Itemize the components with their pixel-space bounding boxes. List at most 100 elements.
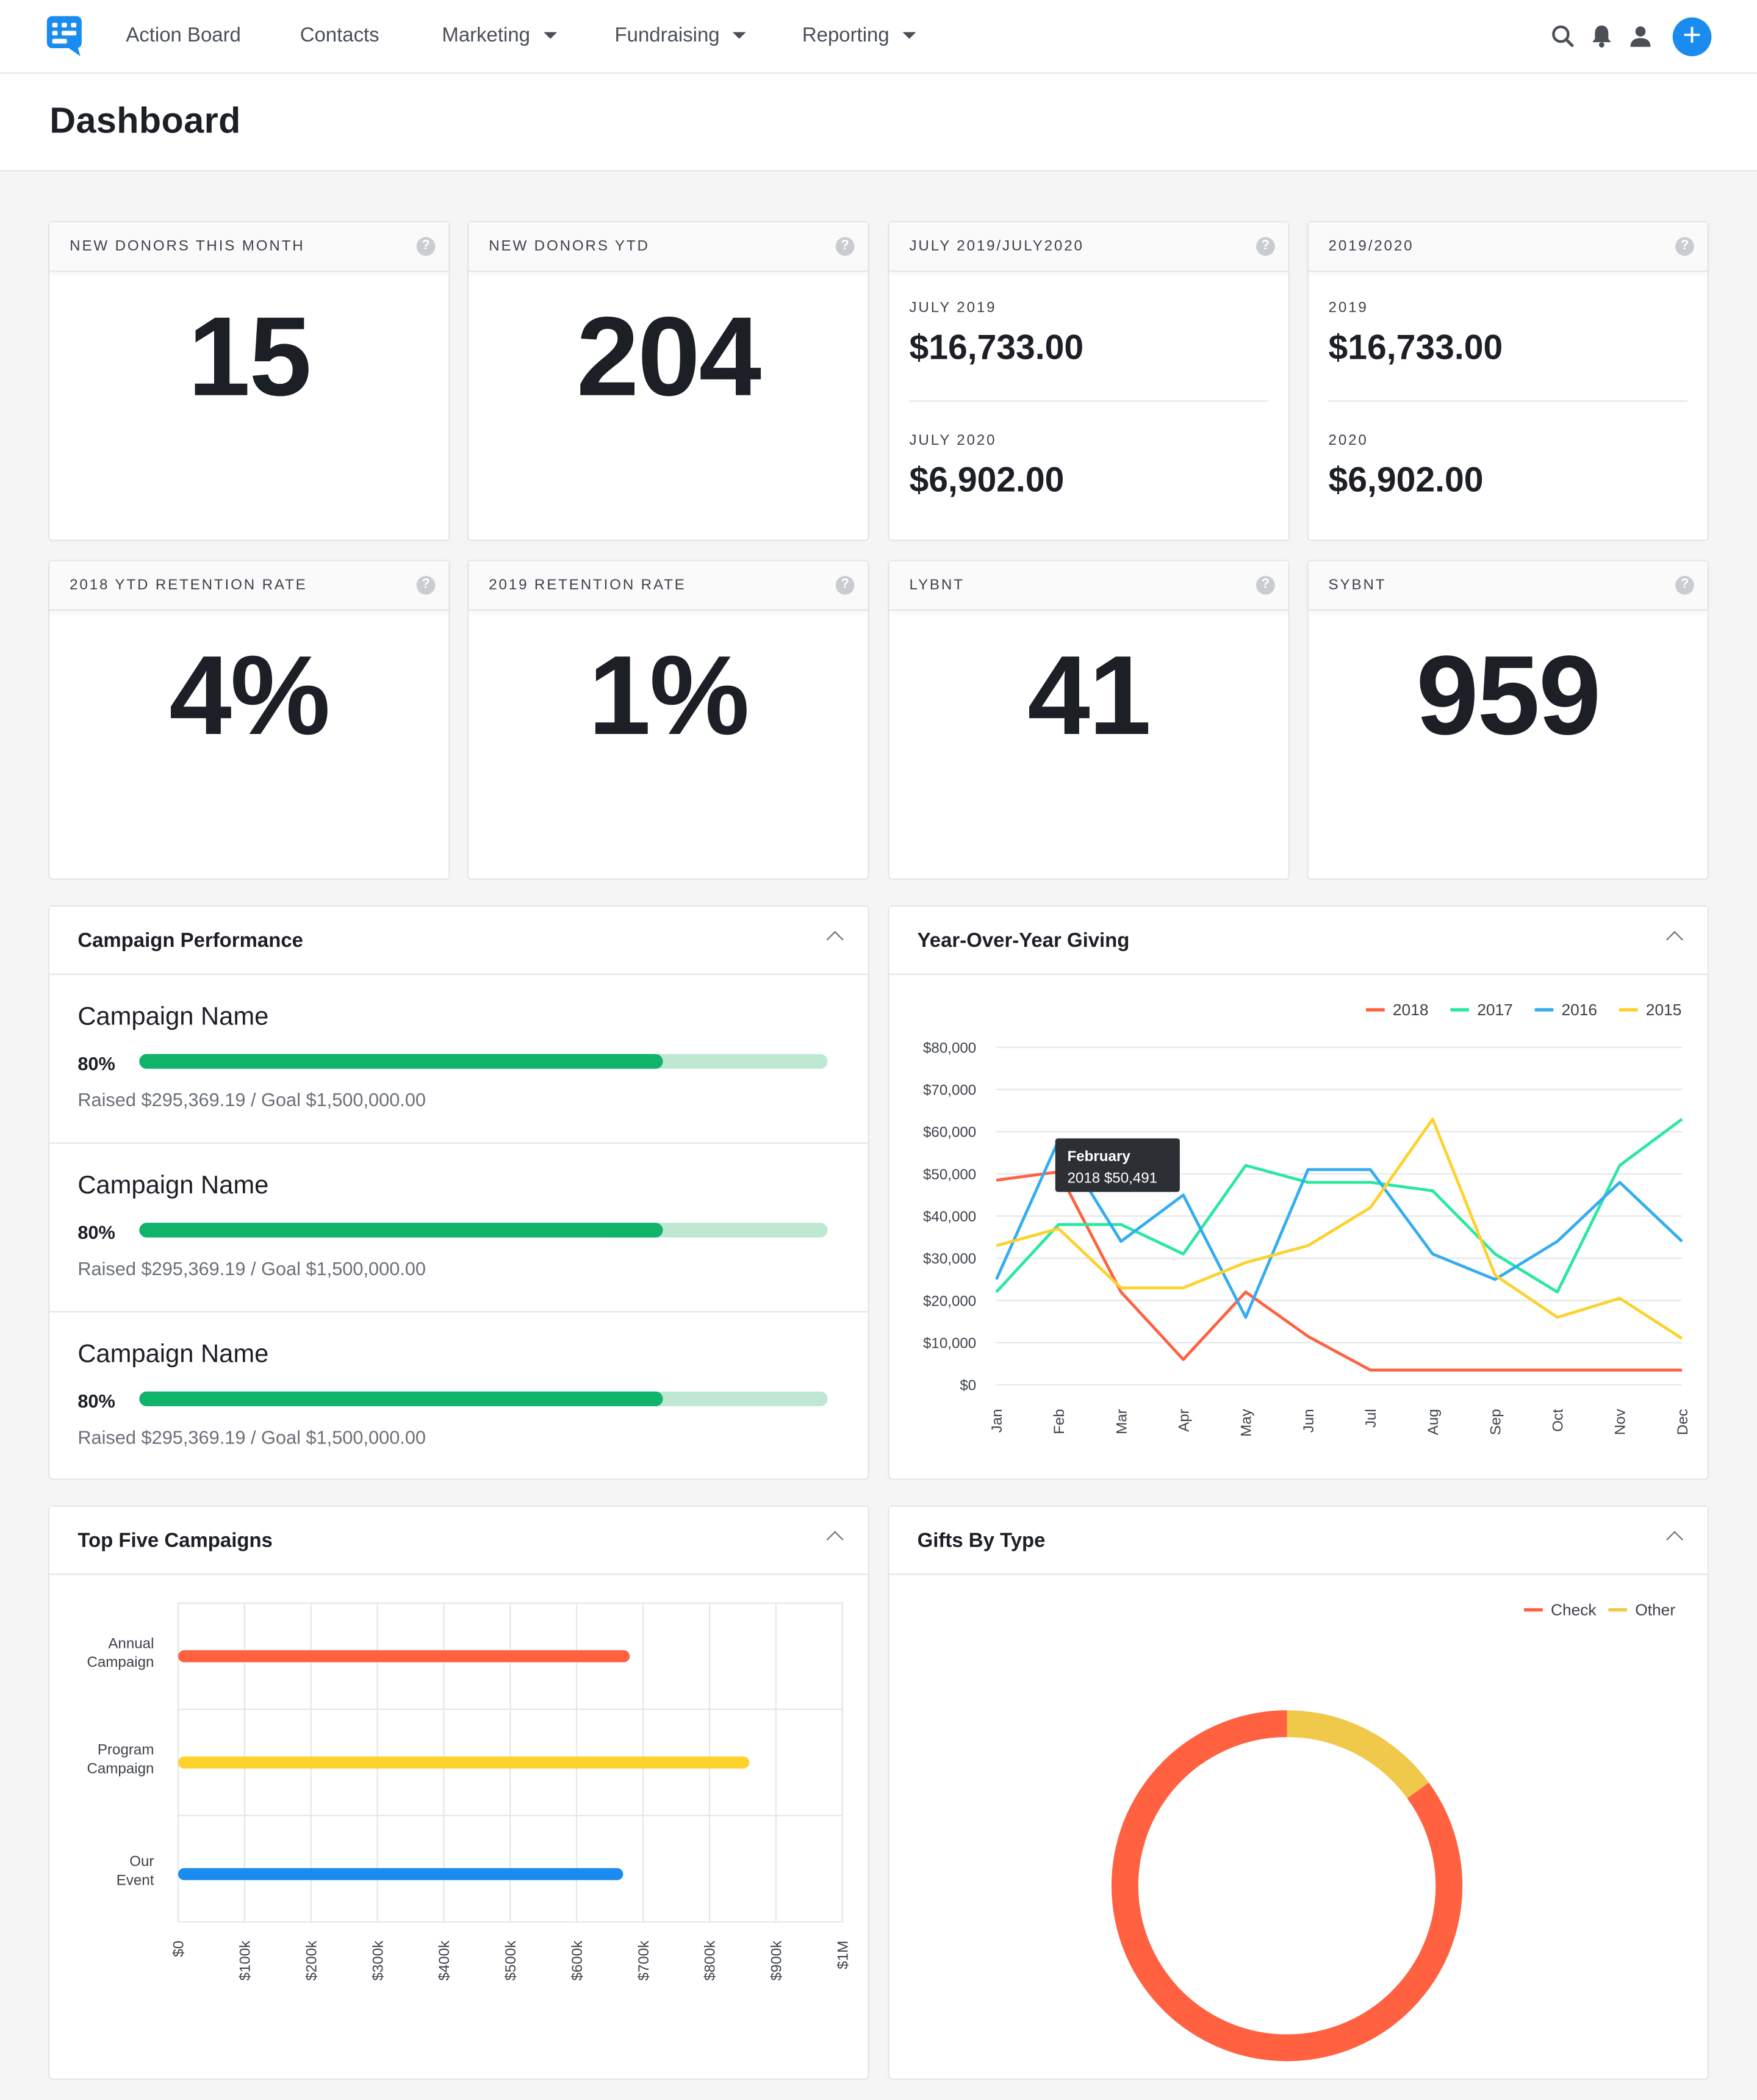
legend-label: 2015 [1646, 1001, 1682, 1019]
gifts-by-type-panel: Gifts By Type Check Other [888, 1505, 1709, 2080]
page-title: Dashboard [49, 100, 241, 141]
y-tick-label: $30,000 [923, 1251, 976, 1267]
panel-title: Campaign Performance [77, 929, 303, 952]
add-button[interactable]: + [1672, 17, 1712, 57]
nav-action-board[interactable]: Action Board [126, 24, 241, 47]
stat-value: 1% [588, 632, 749, 758]
bar [178, 1650, 630, 1663]
bar [178, 1756, 750, 1769]
category-label: Annual [108, 1636, 154, 1652]
campaign-raised-text: Raised $295,369.19 / Goal $1,500,000.00 [77, 1426, 426, 1448]
help-icon[interactable]: ? [416, 237, 436, 256]
chart-tooltip: February 2018 $50,491 [1055, 1138, 1180, 1192]
category-label: Our [129, 1854, 154, 1870]
campaign-name: Campaign Name [77, 1171, 269, 1200]
top-nav: Action Board Contacts Marketing Fundrais… [0, 0, 1757, 74]
divider [1328, 400, 1687, 402]
y-tick-label: $0 [960, 1378, 976, 1394]
campaign-percent: 80% [77, 1052, 115, 1074]
chevron-down-icon [733, 32, 747, 39]
help-icon[interactable]: ? [835, 575, 855, 595]
divider [909, 400, 1268, 402]
stat-sub-value: $6,902.00 [909, 459, 1065, 500]
category-label: Campaign [87, 1654, 154, 1670]
x-tick-label: Jul [1363, 1409, 1379, 1428]
x-tick-label: $500k [503, 1940, 519, 1981]
stat-value: 204 [576, 293, 761, 420]
app-logo-icon[interactable] [46, 15, 83, 57]
x-tick-label: Sep [1487, 1409, 1504, 1435]
search-icon[interactable] [1548, 21, 1578, 51]
stat-value: 41 [1027, 632, 1151, 758]
nav-fundraising-label: Fundraising [614, 24, 720, 47]
top-five-bar-chart[interactable]: $0 $100k $200k $300k $400k $500k $600k $700k $80… [49, 1577, 868, 2080]
chevron-up-icon[interactable] [1666, 930, 1683, 948]
stat-label: JULY 2019/JULY2020 [909, 238, 1084, 255]
help-icon[interactable]: ? [1675, 237, 1694, 256]
panel-title: Gifts By Type [917, 1529, 1046, 1553]
nav-marketing[interactable]: Marketing [442, 24, 557, 47]
campaign-row[interactable]: Campaign Name 80% Raised $295,369.19 / G… [49, 1314, 868, 1481]
campaign-progress-fill [139, 1391, 663, 1406]
campaign-percent: 80% [77, 1390, 115, 1412]
help-icon[interactable]: ? [1675, 575, 1694, 595]
x-tick-label: $700k [636, 1940, 652, 1981]
x-tick-label: $800k [702, 1940, 719, 1981]
x-tick-label: $400k [436, 1940, 453, 1981]
user-icon[interactable] [1626, 21, 1655, 51]
campaign-percent: 80% [77, 1221, 115, 1243]
x-tick-label: Aug [1425, 1409, 1442, 1435]
stat-label: 2019/2020 [1328, 238, 1414, 255]
x-tick-label: Feb [1051, 1409, 1068, 1434]
donut-slice-check [1111, 1710, 1463, 2062]
nav-fundraising[interactable]: Fundraising [615, 24, 747, 47]
campaign-progress-fill [139, 1223, 663, 1238]
stat-sub-value: $16,733.00 [1328, 326, 1503, 367]
nav-reporting[interactable]: Reporting [802, 24, 916, 47]
stat-sub-label: 2019 [1328, 300, 1368, 317]
stat-sub-value: $16,733.00 [909, 326, 1084, 367]
tooltip-title: February [1068, 1148, 1131, 1165]
help-icon[interactable]: ? [835, 237, 855, 256]
campaign-raised-text: Raised $295,369.19 / Goal $1,500,000.00 [77, 1257, 426, 1279]
help-icon[interactable]: ? [1256, 237, 1275, 256]
chevron-down-icon [902, 32, 916, 39]
stat-value: 959 [1416, 632, 1601, 758]
bar [178, 1868, 623, 1880]
stat-card-july-compare: JULY 2019/JULY2020? JULY 2019 $16,733.00… [888, 221, 1290, 541]
series-line-2016 [994, 1138, 1683, 1319]
nav-marketing-label: Marketing [442, 24, 530, 47]
help-icon[interactable]: ? [416, 575, 436, 595]
stat-sub-label: JULY 2019 [909, 300, 997, 317]
panel-title: Top Five Campaigns [77, 1529, 273, 1553]
nav-contacts[interactable]: Contacts [300, 24, 379, 47]
stat-sub-label: JULY 2020 [909, 433, 997, 449]
x-tick-label: Oct [1550, 1409, 1567, 1432]
y-tick-label: $70,000 [923, 1082, 976, 1099]
stat-sub-label: 2020 [1328, 433, 1368, 449]
campaign-row[interactable]: Campaign Name 80% Raised $295,369.19 / G… [49, 1145, 868, 1313]
y-tick-label: $10,000 [923, 1335, 976, 1351]
stat-value: 4% [169, 632, 330, 758]
campaign-raised-text: Raised $295,369.19 / Goal $1,500,000.00 [77, 1088, 426, 1110]
yoy-giving-panel: Year-Over-Year Giving $0 $10,000 $20,000 $3… [888, 905, 1709, 1480]
legend-label: 2018 [1393, 1001, 1429, 1019]
chevron-up-icon[interactable] [1666, 1531, 1683, 1548]
top-five-campaigns-panel: Top Five Campaigns $0 $100k $200k $300k $400… [48, 1505, 869, 2080]
campaign-row[interactable]: Campaign Name 80% Raised $295,369.19 / G… [49, 976, 868, 1144]
help-icon[interactable]: ? [1256, 575, 1275, 595]
bell-icon[interactable] [1587, 21, 1616, 51]
yoy-line-chart[interactable]: $0 $10,000 $20,000 $30,000 $40,000 $50,000 $60… [889, 976, 1708, 1480]
gifts-donut-chart[interactable]: Check Other [889, 1577, 1708, 2080]
x-tick-label: Dec [1675, 1409, 1691, 1435]
chevron-up-icon[interactable] [826, 1531, 844, 1548]
chevron-down-icon [543, 32, 557, 39]
legend-label: 2017 [1477, 1001, 1513, 1019]
legend-label: Other [1635, 1600, 1675, 1619]
x-tick-label: Jun [1301, 1409, 1317, 1433]
stat-card-2019-retention: 2019 RETENTION RATE? 1% [467, 559, 869, 880]
tooltip-box [1055, 1138, 1180, 1192]
chevron-up-icon[interactable] [826, 930, 844, 948]
stat-card-lybnt: LYBNT? 41 [888, 559, 1290, 880]
